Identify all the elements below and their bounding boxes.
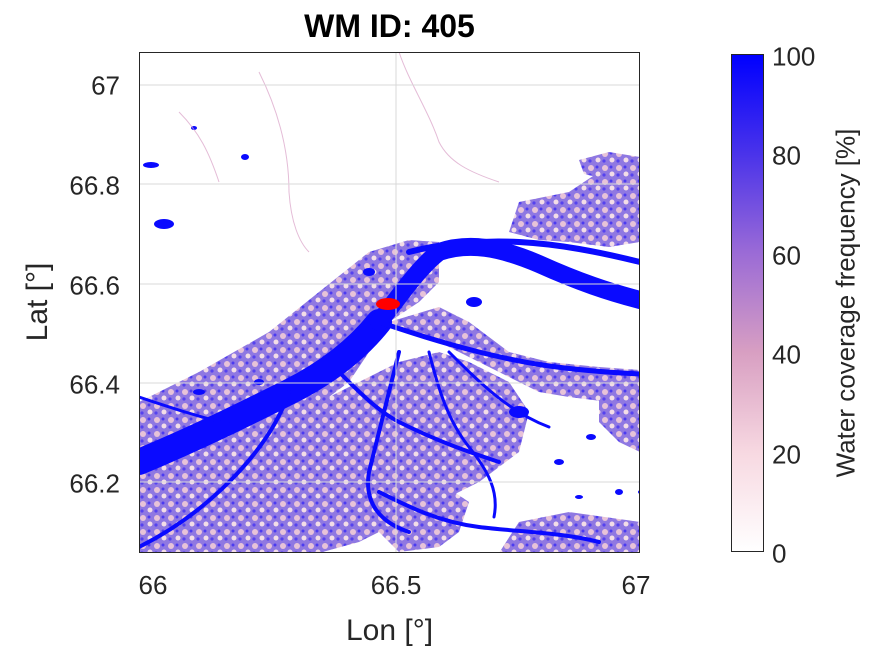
y-tick-67: 67 (91, 70, 120, 101)
y-tick-66.6: 66.6 (69, 270, 120, 301)
river-channels (139, 237, 640, 549)
map-title: WM ID: 405 (304, 8, 475, 44)
lakes (143, 126, 640, 499)
axes-frame (139, 52, 640, 553)
x-tick-66: 66 (138, 570, 168, 600)
y-tick-66.8: 66.8 (69, 170, 120, 201)
tundra-speckle (178, 52, 500, 253)
colorbar-label: Water coverage frequency [%] (830, 128, 861, 478)
x-tick-66.5: 66.5 (370, 570, 422, 600)
y-axis-label: Lat [°] (21, 262, 54, 342)
y-tick-66.2: 66.2 (69, 468, 120, 499)
x-axis-label: Lon [°] (345, 614, 434, 647)
y-tick-66.4: 66.4 (69, 369, 120, 400)
map-canvas (139, 52, 640, 553)
water-frequency-map (139, 52, 640, 553)
grid-lines (139, 52, 640, 553)
colorbar-tick-100: 100 (772, 41, 816, 72)
colorbar-tick-20: 20 (772, 439, 801, 470)
colorbar (731, 54, 764, 552)
colorbar-tick-80: 80 (772, 140, 801, 171)
colorbar-tick-40: 40 (772, 339, 801, 370)
colorbar-tick-0: 0 (772, 538, 787, 569)
colorbar-tick-60: 60 (772, 240, 801, 271)
wetland-areas (139, 152, 640, 553)
x-tick-67: 67 (621, 570, 651, 600)
water-mask-marker (376, 298, 400, 310)
